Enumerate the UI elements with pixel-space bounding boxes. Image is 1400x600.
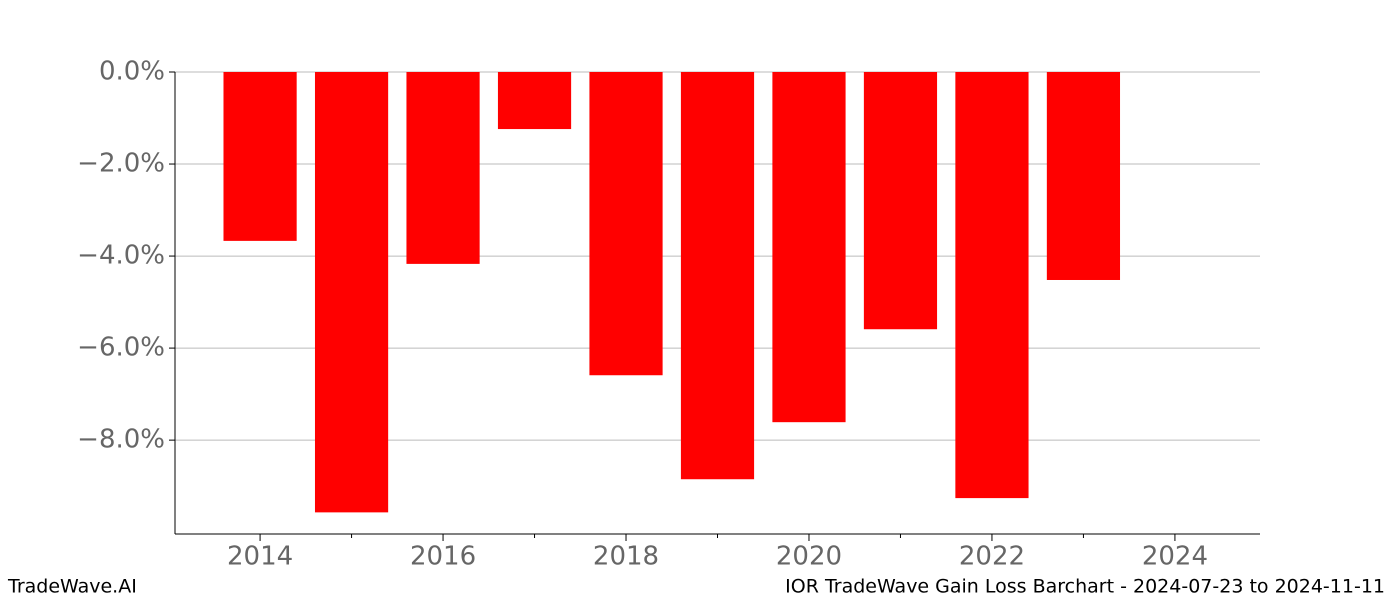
x-tick-label: 2020 [776,542,842,572]
x-tick-label: 2018 [593,542,659,572]
bar [314,72,389,513]
bar [406,72,480,264]
bar [955,72,1029,499]
y-tick-label: −4.0% [77,241,165,271]
x-tick-label: 2014 [227,542,293,572]
bar [680,72,755,480]
footer-brand: TradeWave.AI [7,576,137,598]
bar [589,72,663,376]
x-tick-label: 2022 [959,542,1025,572]
bar [863,72,938,330]
bar [1046,72,1121,280]
x-tick-label: 2024 [1142,542,1208,572]
bar [223,72,297,241]
y-tick-label: 0.0% [99,57,165,87]
bar [497,72,572,130]
x-tick-label: 2016 [410,542,476,572]
bar [772,72,846,423]
y-tick-label: −2.0% [77,149,165,179]
y-tick-label: −6.0% [77,333,165,363]
y-tick-label: −8.0% [77,425,165,455]
footer-caption: IOR TradeWave Gain Loss Barchart - 2024-… [785,576,1385,598]
